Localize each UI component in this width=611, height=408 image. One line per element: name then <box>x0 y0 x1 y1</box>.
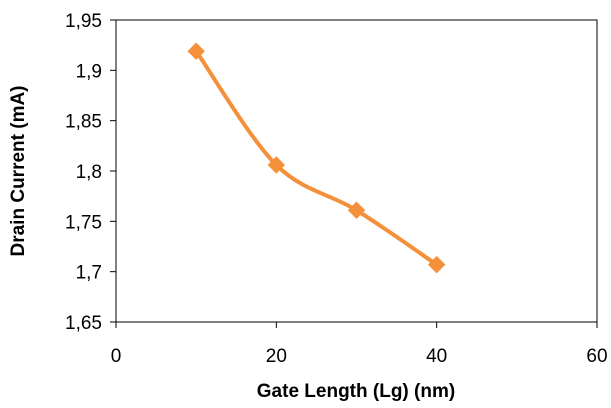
y-tick-label: 1,7 <box>76 263 102 284</box>
y-tick-label: 1,8 <box>76 162 102 183</box>
x-tick-label: 0 <box>111 346 122 367</box>
data-point-marker <box>347 201 366 219</box>
x-axis-title: Gate Length (Lg) (nm) <box>257 381 455 402</box>
y-tick-label: 1,65 <box>65 313 102 334</box>
x-tick-label: 20 <box>266 346 287 367</box>
data-point-marker <box>427 255 446 274</box>
y-tick-label: 1,85 <box>65 112 102 133</box>
y-tick-label: 1,9 <box>76 61 102 82</box>
x-tick-label: 60 <box>586 346 607 367</box>
plot-area-frame <box>115 19 598 323</box>
series-layer <box>187 42 446 274</box>
series-line <box>194 49 439 267</box>
data-point-marker <box>187 42 205 60</box>
y-tick-label: 1,95 <box>65 11 102 32</box>
x-axis: 0 20 40 60 <box>111 322 608 367</box>
y-axis-title: Drain Current (mA) <box>8 85 29 256</box>
data-point-marker <box>267 156 286 174</box>
y-tick-label: 1,75 <box>65 212 102 233</box>
x-tick-label: 40 <box>426 346 447 367</box>
y-axis: 1,65 1,7 1,75 1,8 1,85 1,9 1,95 <box>65 11 116 334</box>
